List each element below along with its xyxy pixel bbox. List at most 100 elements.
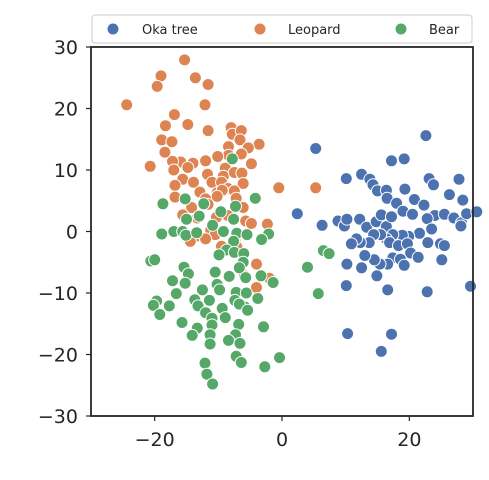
point-series-2-80 [258,360,272,374]
point-series-2-74 [203,337,217,351]
point-series-2-61 [241,303,255,317]
point-series-0-70 [340,257,354,271]
point-series-2-14 [179,228,193,242]
point-series-2-47 [169,287,183,301]
point-series-2-48 [311,287,325,301]
point-series-2-9 [206,218,220,232]
point-series-2-78 [198,356,212,370]
point-series-0-25 [340,212,354,226]
point-series-1-23 [199,154,213,168]
point-series-2-36 [222,269,236,283]
point-series-2-4 [197,197,211,211]
point-series-1-29 [167,163,181,177]
point-series-2-69 [257,320,270,334]
point-series-2-65 [175,316,189,329]
legend-label-2: Bear [429,23,460,38]
point-series-1-31 [244,157,258,171]
point-series-0-58 [421,236,435,250]
point-series-1-1 [188,71,202,85]
point-series-1-16 [233,133,247,147]
point-series-2-56 [162,299,176,313]
point-series-2-73 [222,333,235,347]
point-series-2-33 [232,261,246,275]
point-series-1-67 [199,232,213,246]
point-series-0-42 [413,226,426,240]
point-series-1-5 [120,98,134,112]
x-tick-label-1: 0 [276,429,288,451]
point-series-0-19 [417,198,431,212]
point-series-0-76 [464,279,477,293]
point-series-1-55 [185,201,199,214]
point-series-0-57 [411,250,425,264]
point-series-0-72 [370,269,384,283]
point-series-2-62 [153,308,167,321]
point-series-0-40 [454,219,468,233]
point-series-0-69 [355,261,369,275]
legend: Oka tree Leopard Bear [91,14,473,44]
point-series-0-2 [397,152,411,166]
point-series-2-41 [254,269,268,283]
point-series-2-55 [146,298,160,312]
point-series-2-7 [180,212,193,226]
point-series-0-60 [437,239,451,253]
point-series-1-49 [309,181,323,195]
point-series-2-79 [234,356,248,369]
point-series-1-10 [201,124,215,138]
point-series-2-64 [218,311,232,325]
point-series-1-7 [167,108,181,122]
point-series-0-13 [407,193,421,206]
point-series-2-8 [192,209,206,223]
point-series-0-16 [452,172,466,186]
point-series-2-34 [208,265,222,279]
point-series-2-3 [178,192,192,206]
point-series-1-9 [181,118,195,131]
data-points [120,53,484,391]
point-series-0-0 [309,142,323,155]
point-series-2-1 [248,191,262,205]
point-series-1-0 [178,53,192,67]
point-series-1-27 [158,145,172,159]
point-series-1-4 [201,78,215,91]
y-tick-label-0: −30 [38,406,78,428]
point-series-2-2 [156,197,170,211]
point-series-2-31 [322,247,336,261]
point-series-0-61 [435,253,449,267]
x-tick-label-0: −20 [135,429,175,451]
point-series-2-16 [216,225,230,238]
legend-marker-0 [106,22,120,36]
point-series-2-42 [266,276,280,289]
point-series-2-49 [251,292,265,305]
point-series-2-15 [190,226,204,240]
legend-label-1: Leopard [288,23,341,38]
point-series-2-46 [195,283,209,297]
point-series-1-12 [165,135,179,149]
point-series-0-31 [385,210,398,224]
point-series-0-4 [339,172,353,186]
point-series-2-43 [213,283,227,297]
point-series-2-37 [239,271,253,285]
point-series-2-75 [233,336,247,350]
point-series-0-77 [341,327,355,341]
point-series-2-0 [225,152,239,166]
point-series-2-51 [202,293,216,307]
y-tick-label-2: −10 [38,283,78,305]
point-series-2-81 [200,367,214,381]
axis-ticks: −20 0 20 −30 −20 −10 0 10 20 30 [38,37,422,451]
point-series-0-64 [397,258,411,272]
point-series-0-15 [427,178,440,192]
y-tick-label-6: 30 [54,37,78,59]
point-series-0-1 [385,154,398,168]
point-series-2-82 [206,377,220,391]
point-series-1-3 [150,79,164,93]
point-series-0-79 [374,344,388,358]
point-series-1-42 [236,177,250,190]
point-series-2-72 [185,328,199,342]
point-series-1-17 [252,137,266,151]
point-series-0-22 [315,218,329,232]
point-series-0-74 [381,283,395,297]
point-series-1-6 [198,98,212,112]
point-series-2-21 [255,233,269,246]
point-series-1-39 [168,178,182,192]
point-series-0-52 [344,237,358,251]
point-series-2-6 [229,199,242,213]
